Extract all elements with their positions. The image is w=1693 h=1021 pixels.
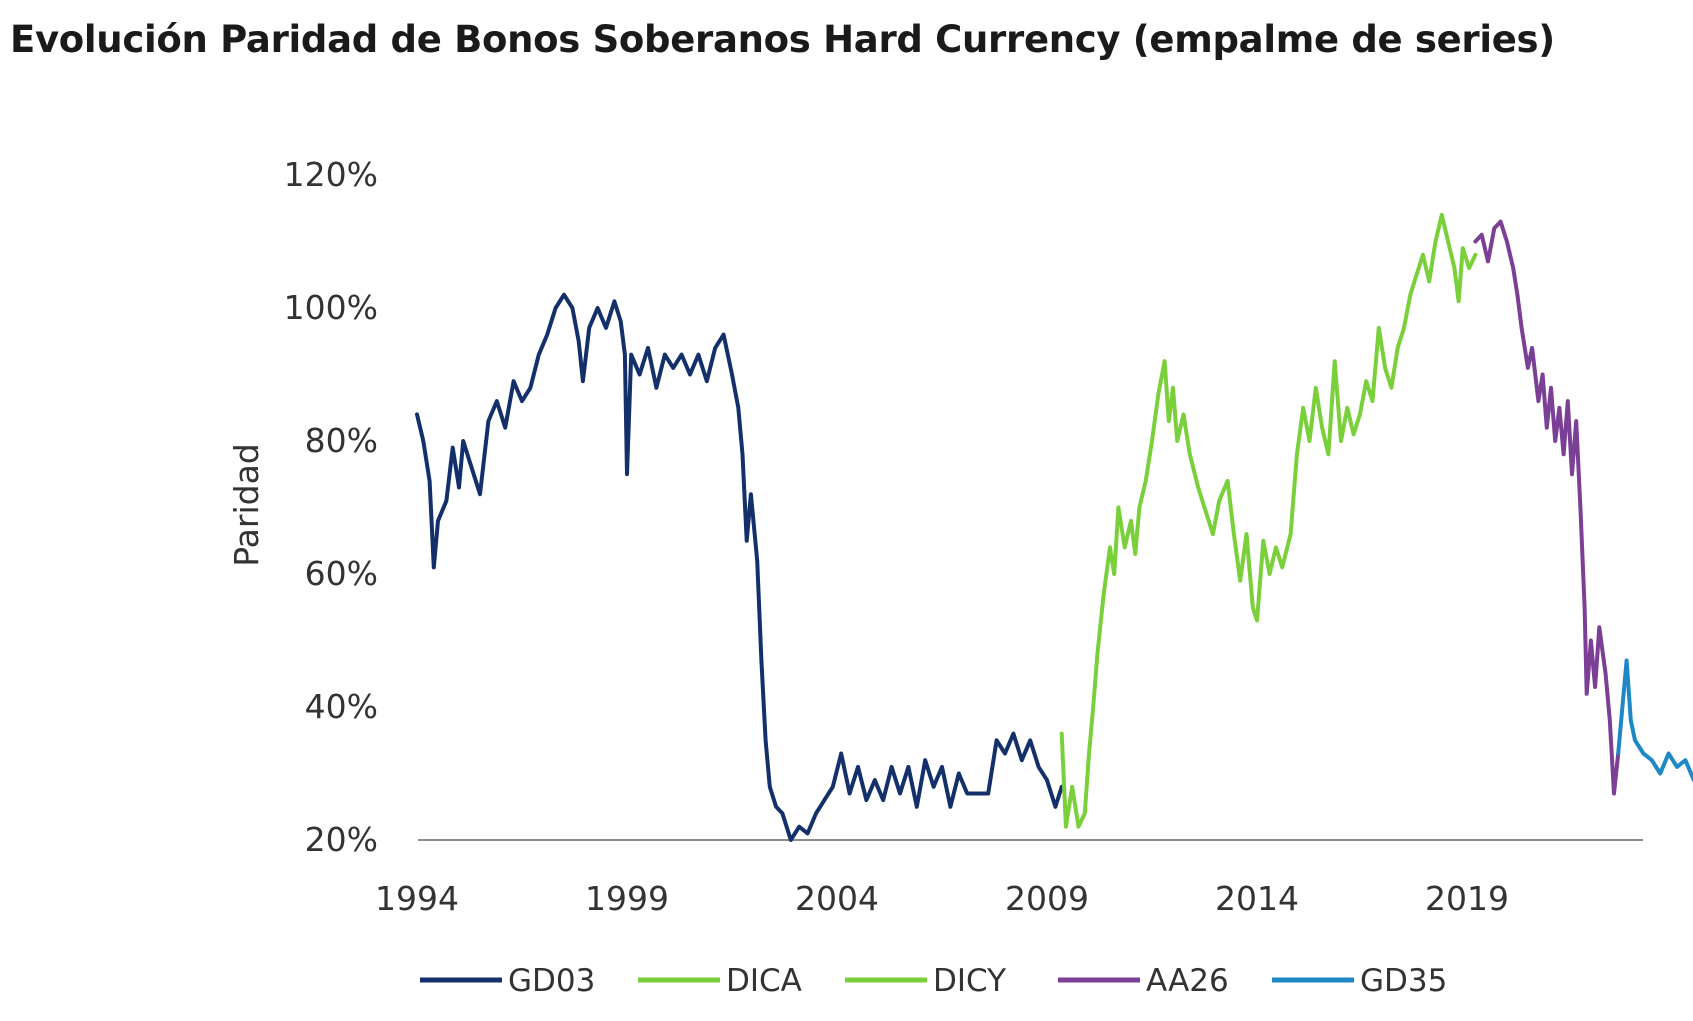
y-tick-label: 60%: [305, 554, 378, 593]
series-line-dica: [1059, 212, 1478, 829]
series-lines-group: [415, 212, 1693, 842]
x-tick-label: 1999: [585, 879, 669, 918]
y-axis-title-group: Paridad: [227, 443, 266, 567]
x-tick-label: 2019: [1425, 879, 1509, 918]
y-tick-label: 80%: [305, 421, 378, 460]
y-axis-title: Paridad: [227, 443, 266, 567]
legend-item-gd03: GD03: [420, 963, 595, 999]
x-tick-label: 1994: [375, 879, 459, 918]
legend-label: GD35: [1360, 963, 1447, 999]
legend-label: DICA: [726, 963, 802, 999]
y-tick-label: 20%: [305, 820, 378, 859]
axes-group: 20% 40% 60% 80% 100% 120% 1994 1999 2004 2009 2014…: [284, 155, 1643, 918]
series-line-aa26: [1473, 219, 1621, 796]
legend: GD03 DICA DICY AA26 GD35: [420, 963, 1447, 999]
legend-label: DICY: [933, 963, 1006, 999]
legend-label: AA26: [1146, 963, 1229, 999]
series-line-gd03: [415, 292, 1064, 842]
legend-item-dicy: DICY: [845, 963, 1006, 999]
x-tick-label: 2014: [1215, 879, 1299, 918]
series-line-gd35: [1616, 658, 1693, 782]
chart-title: Evolución Paridad de Bonos Soberanos Har…: [10, 18, 1555, 61]
legend-item-gd35: GD35: [1272, 963, 1447, 999]
legend-item-dica: DICA: [638, 963, 802, 999]
legend-label: GD03: [508, 963, 595, 999]
y-tick-label: 40%: [305, 687, 378, 726]
x-tick-label: 2004: [795, 879, 879, 918]
y-tick-label: 120%: [284, 155, 378, 194]
x-tick-label: 2009: [1005, 879, 1089, 918]
y-tick-label: 100%: [284, 288, 378, 327]
legend-item-aa26: AA26: [1058, 963, 1229, 999]
